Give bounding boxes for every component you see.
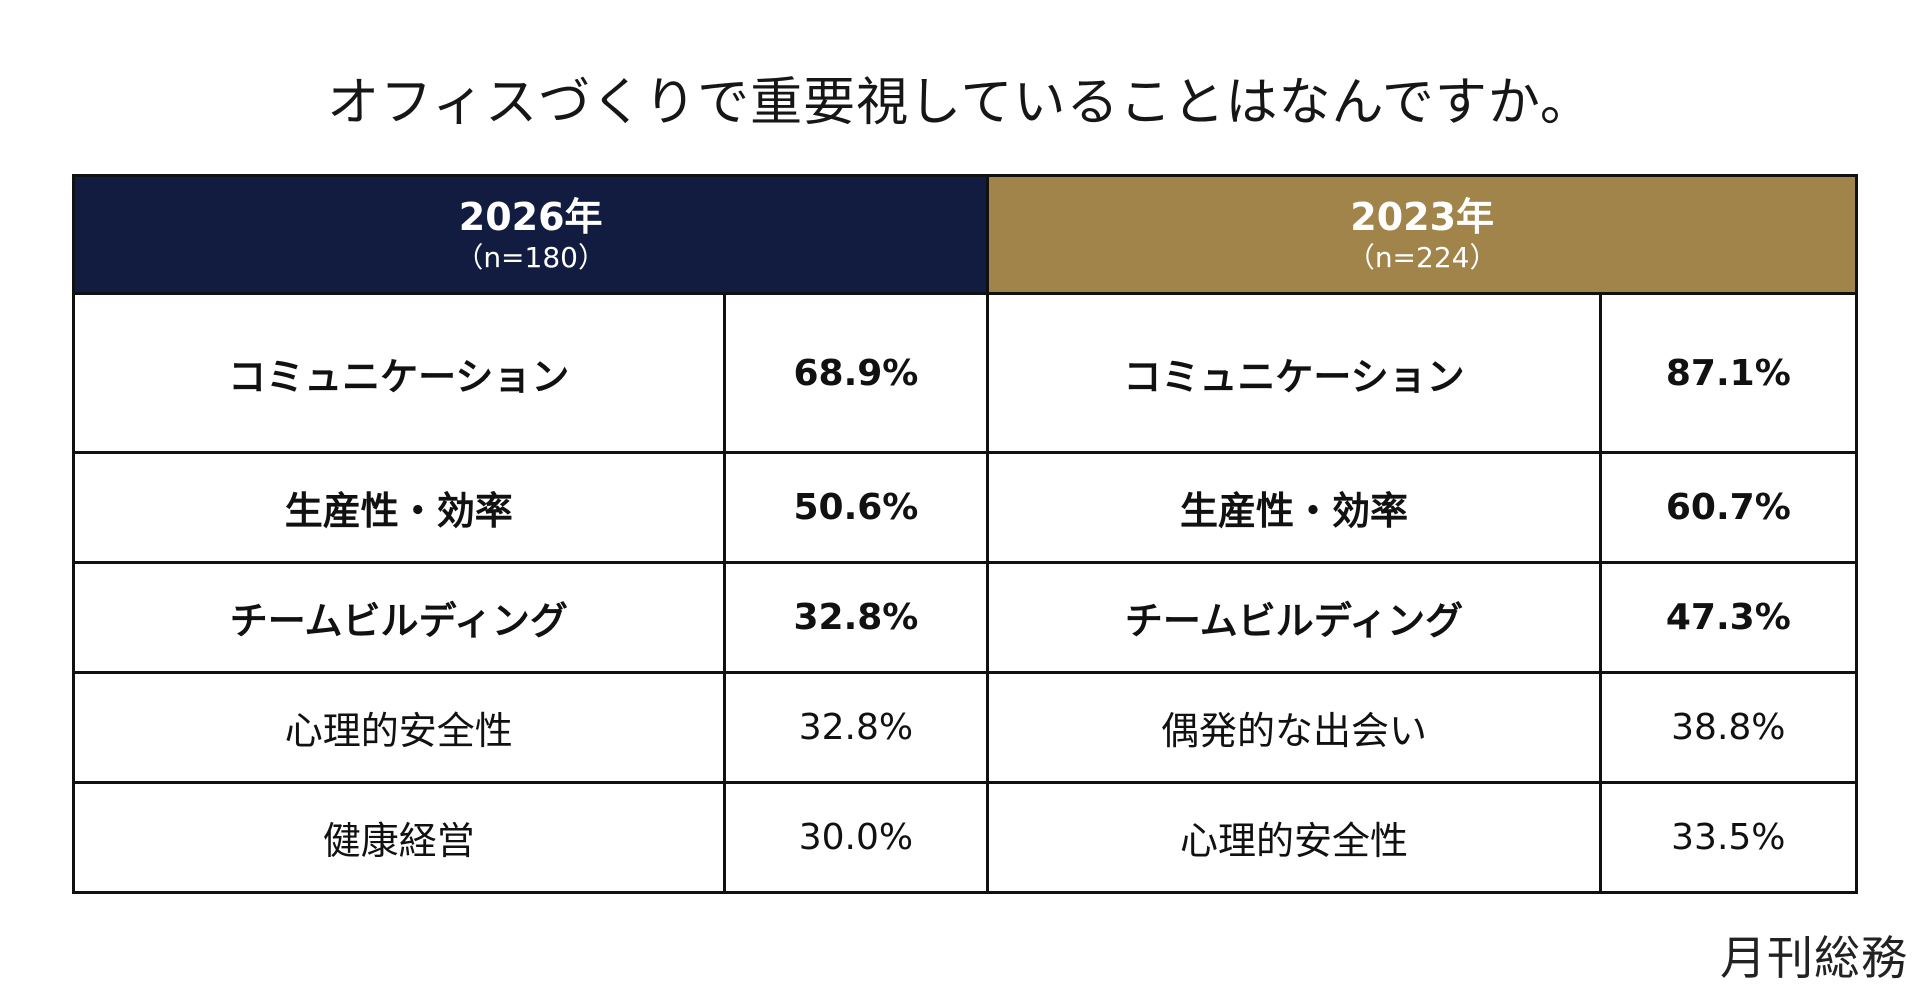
item-2023-2: 生産性・効率 xyxy=(986,451,1602,564)
value-2026-4: 32.8% xyxy=(722,671,990,784)
item-2026-5: 健康経営 xyxy=(72,781,726,894)
value-2026-3: 32.8% xyxy=(722,561,990,674)
item-2023-5: 心理的安全性 xyxy=(986,781,1602,894)
value-2023-3: 47.3% xyxy=(1598,561,1859,674)
value-2023-5: 33.5% xyxy=(1598,781,1859,894)
header-2026-n: （n=180） xyxy=(455,240,606,274)
item-2023-1: コミュニケーション xyxy=(986,292,1602,454)
value-2023-4: 38.8% xyxy=(1598,671,1859,784)
value-2026-2: 50.6% xyxy=(722,451,990,564)
header-2023: 2023年 （n=224） xyxy=(986,174,1858,295)
chart-title: オフィスづくりで重要視していることはなんですか。 xyxy=(327,73,1593,133)
value-2023-2: 60.7% xyxy=(1598,451,1859,564)
header-2026: 2026年 （n=180） xyxy=(71,174,990,295)
table-row: チームビルディング 32.8% チームビルディング 47.3% xyxy=(72,561,1859,674)
item-2023-4: 偶発的な出会い xyxy=(986,671,1602,784)
item-2026-1: コミュニケーション xyxy=(72,292,726,454)
table-row: 生産性・効率 50.6% 生産性・効率 60.7% xyxy=(72,451,1859,564)
header-2023-n: （n=224） xyxy=(1346,240,1498,274)
header-2023-year: 2023年 xyxy=(1350,194,1495,239)
item-2026-4: 心理的安全性 xyxy=(72,671,726,784)
brand-logo: 月刊総務 xyxy=(1720,931,1908,985)
value-2026-5: 30.0% xyxy=(722,781,990,894)
item-2026-3: チームビルディング xyxy=(72,561,726,674)
table-row: コミュニケーション 68.9% コミュニケーション 87.1% xyxy=(72,292,1859,454)
table-row: 健康経営 30.0% 心理的安全性 33.5% xyxy=(72,781,1859,894)
header-2026-year: 2026年 xyxy=(458,194,603,239)
table-row: 心理的安全性 32.8% 偶発的な出会い 38.8% xyxy=(72,671,1859,784)
header-row: 2026年 （n=180） 2023年 （n=224） xyxy=(71,174,1858,295)
value-2023-1: 87.1% xyxy=(1598,292,1859,454)
item-2023-3: チームビルディング xyxy=(986,561,1602,674)
item-2026-2: 生産性・効率 xyxy=(72,451,726,564)
survey-table: 2026年 （n=180） 2023年 （n=224） コミュニケーション 68… xyxy=(71,174,1859,894)
value-2026-1: 68.9% xyxy=(722,292,990,454)
